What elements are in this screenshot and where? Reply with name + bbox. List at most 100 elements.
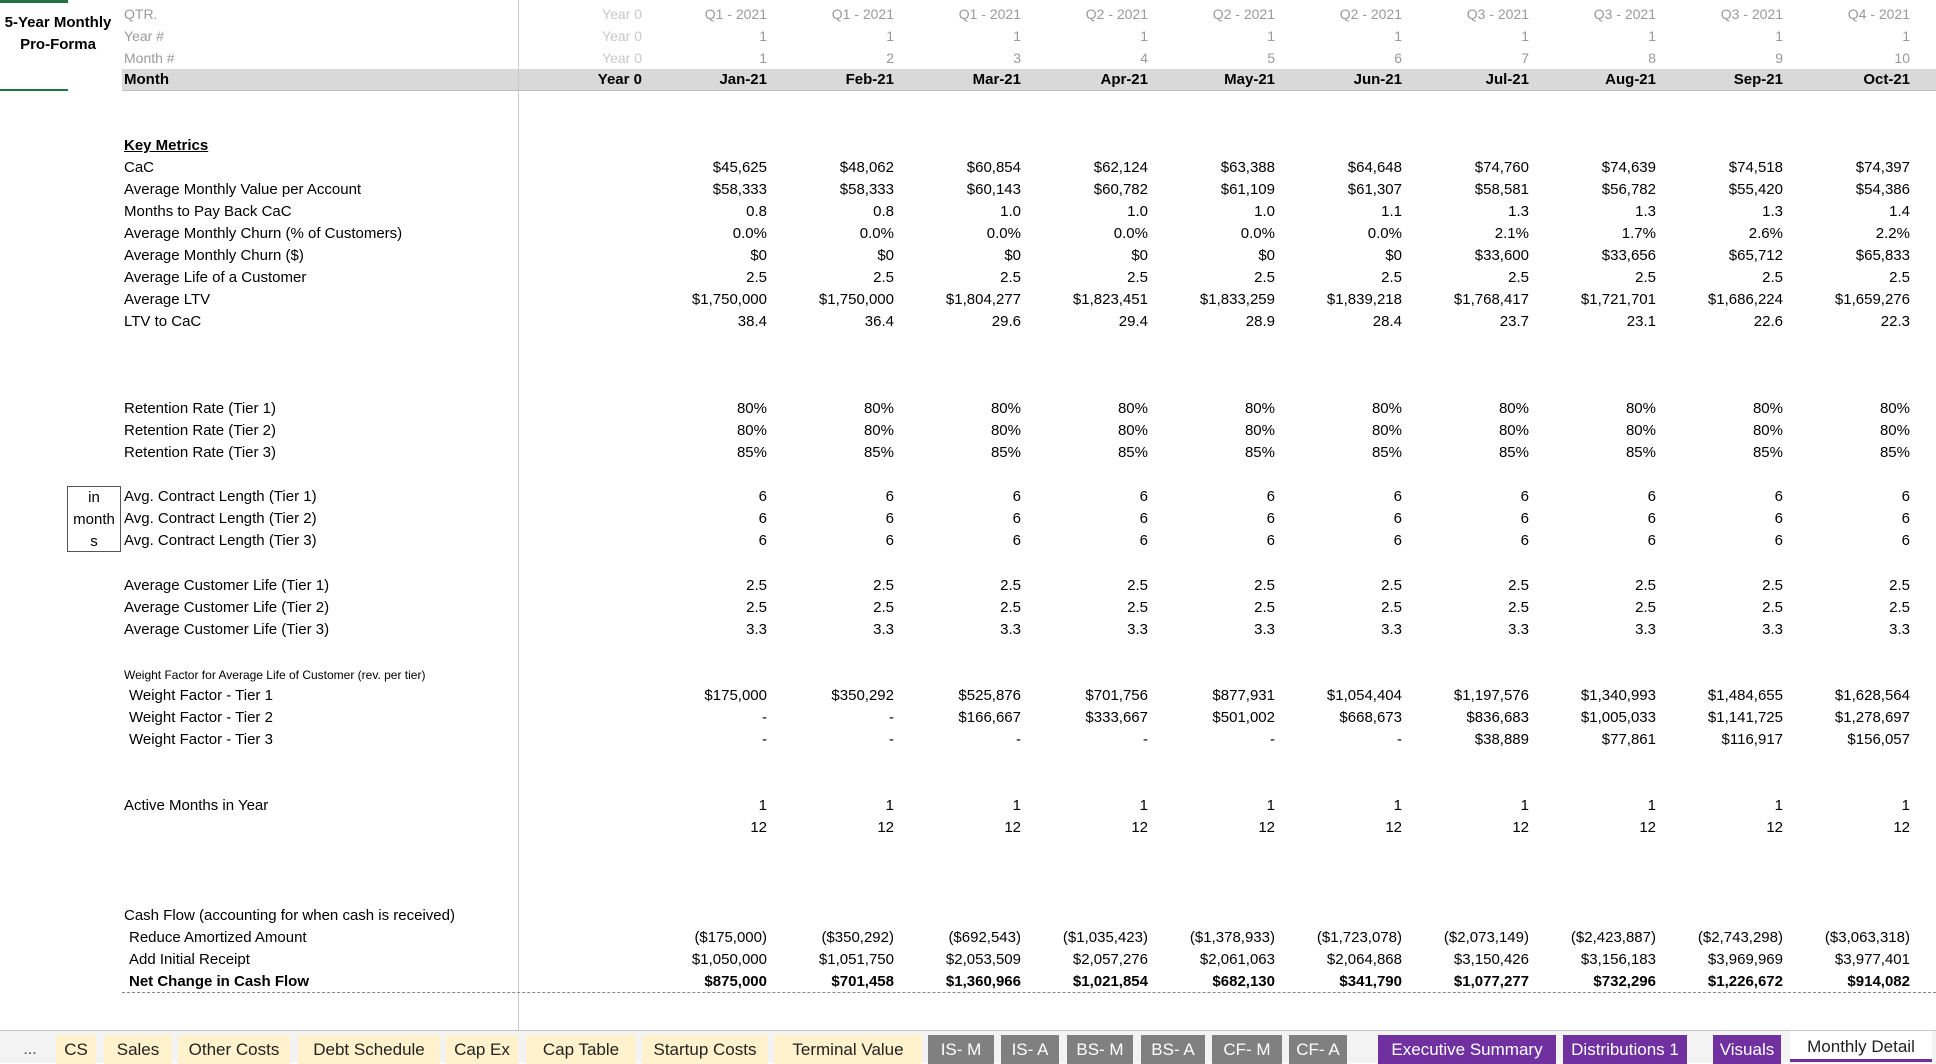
data-cell[interactable]: 1.0 — [1000, 203, 1021, 220]
row-label[interactable]: Weight Factor - Tier 2 — [129, 709, 273, 726]
data-cell[interactable]: $74,639 — [1601, 159, 1656, 176]
data-cell[interactable]: 6 — [1012, 488, 1021, 505]
row-label[interactable]: Add Initial Receipt — [129, 951, 250, 968]
data-cell[interactable]: 6 — [1139, 532, 1148, 549]
data-cell[interactable]: $1,628,564 — [1834, 687, 1910, 704]
sheet-tab-distributions-1[interactable]: Distributions 1 — [1563, 1035, 1687, 1064]
data-cell[interactable]: - — [1270, 731, 1275, 748]
data-cell[interactable]: 2.5 — [1635, 577, 1656, 594]
data-cell[interactable]: 2.2% — [1875, 225, 1910, 242]
spreadsheet-grid[interactable]: 5-Year Monthly Pro-Forma in month s QTR.… — [0, 0, 1936, 1030]
data-cell[interactable]: $156,057 — [1847, 731, 1910, 748]
data-cell[interactable]: 6 — [1901, 488, 1910, 505]
row-label[interactable]: Retention Rate (Tier 2) — [124, 422, 277, 439]
header-cell[interactable]: Q1 - 2021 — [958, 6, 1021, 22]
data-cell[interactable]: 6 — [1647, 510, 1656, 527]
data-cell[interactable]: $1,050,000 — [691, 951, 767, 968]
row-label[interactable]: Avg. Contract Length (Tier 1) — [124, 488, 317, 505]
data-cell[interactable]: 1 — [1901, 797, 1910, 814]
row-label[interactable]: Retention Rate (Tier 3) — [124, 444, 277, 461]
data-cell[interactable]: 28.9 — [1245, 313, 1275, 330]
data-cell[interactable]: $1,823,451 — [1072, 291, 1148, 308]
data-cell[interactable]: 80% — [1244, 400, 1275, 417]
data-cell[interactable]: ($1,723,078) — [1316, 929, 1402, 946]
sheet-tab-cs[interactable]: CS — [56, 1035, 96, 1064]
data-cell[interactable]: 0.0% — [1367, 225, 1402, 242]
row-label[interactable]: Average Monthly Value per Account — [124, 181, 362, 198]
data-cell[interactable]: 2.5 — [873, 599, 894, 616]
data-cell[interactable]: 80% — [1244, 422, 1275, 439]
month-header-cell[interactable]: Sep-21 — [1733, 71, 1783, 88]
row-label[interactable]: Avg. Contract Length (Tier 3) — [124, 532, 317, 549]
data-cell[interactable]: 1.0 — [1127, 203, 1148, 220]
data-cell[interactable]: 6 — [885, 510, 894, 527]
data-cell[interactable]: 0.0% — [1113, 225, 1148, 242]
data-cell[interactable]: $1,721,701 — [1580, 291, 1656, 308]
data-cell[interactable]: 12 — [1512, 819, 1529, 836]
data-cell[interactable]: 2.5 — [1254, 269, 1275, 286]
header-cell[interactable]: 1 — [1013, 28, 1021, 44]
month-header-cell[interactable]: Apr-21 — [1100, 71, 1148, 88]
data-cell[interactable]: $58,581 — [1474, 181, 1529, 198]
data-cell[interactable]: 6 — [1012, 510, 1021, 527]
cash-flow-heading[interactable]: Cash Flow (accounting for when cash is r… — [124, 907, 455, 924]
data-cell[interactable]: 85% — [736, 444, 767, 461]
data-cell[interactable]: 29.6 — [991, 313, 1021, 330]
data-cell[interactable]: 6 — [1266, 488, 1275, 505]
data-cell[interactable]: 1 — [1393, 797, 1402, 814]
header-cell[interactable]: 1 — [886, 28, 894, 44]
data-cell[interactable]: 80% — [1117, 400, 1148, 417]
data-cell[interactable]: $2,053,509 — [945, 951, 1021, 968]
data-cell[interactable]: 1.0 — [1254, 203, 1275, 220]
data-cell[interactable]: 6 — [1774, 532, 1783, 549]
data-cell[interactable]: $2,057,276 — [1072, 951, 1148, 968]
data-cell[interactable]: $1,278,697 — [1834, 709, 1910, 726]
data-cell[interactable]: 2.5 — [746, 577, 767, 594]
data-cell[interactable]: 6 — [885, 532, 894, 549]
data-cell[interactable]: 6 — [1139, 510, 1148, 527]
data-cell[interactable]: $501,002 — [1212, 709, 1275, 726]
data-cell[interactable]: 0.0% — [732, 225, 767, 242]
sheet-tab-monthly-detail[interactable]: Monthly Detail — [1790, 1031, 1932, 1062]
data-cell[interactable]: - — [762, 731, 767, 748]
data-cell[interactable]: 3.3 — [1254, 621, 1275, 638]
data-cell[interactable]: 2.5 — [1381, 599, 1402, 616]
data-cell[interactable]: 1 — [1139, 797, 1148, 814]
net-change-cell[interactable]: $341,790 — [1339, 973, 1402, 990]
row-label[interactable]: Retention Rate (Tier 1) — [124, 400, 277, 417]
data-cell[interactable]: $0 — [1385, 247, 1402, 264]
month-header-cell[interactable]: Year 0 — [597, 71, 642, 88]
data-cell[interactable]: ($1,378,933) — [1189, 929, 1275, 946]
data-cell[interactable]: 2.5 — [1508, 599, 1529, 616]
month-header-cell[interactable]: May-21 — [1224, 71, 1275, 88]
data-cell[interactable]: $38,889 — [1474, 731, 1529, 748]
sheet-tab-cf-a[interactable]: CF- A — [1289, 1035, 1347, 1064]
data-cell[interactable]: 2.5 — [1508, 577, 1529, 594]
data-cell[interactable]: 80% — [1752, 400, 1783, 417]
data-cell[interactable]: - — [889, 731, 894, 748]
header-cell[interactable]: 7 — [1521, 50, 1529, 66]
data-cell[interactable]: 12 — [1766, 819, 1783, 836]
data-cell[interactable]: $65,712 — [1728, 247, 1783, 264]
data-cell[interactable]: 6 — [1520, 488, 1529, 505]
header-cell[interactable]: 1 — [1775, 28, 1783, 44]
data-cell[interactable]: 2.5 — [1889, 599, 1910, 616]
data-cell[interactable]: 1 — [885, 797, 894, 814]
data-cell[interactable]: ($2,423,887) — [1570, 929, 1656, 946]
sheet-tab-cap-table[interactable]: Cap Table — [526, 1035, 636, 1064]
data-cell[interactable]: 2.5 — [746, 599, 767, 616]
month-row-label[interactable]: Month — [124, 71, 169, 88]
data-cell[interactable]: $836,683 — [1466, 709, 1529, 726]
data-cell[interactable]: 2.5 — [1127, 269, 1148, 286]
data-cell[interactable]: 80% — [1625, 422, 1656, 439]
header-cell[interactable]: Q1 - 2021 — [704, 6, 767, 22]
data-cell[interactable]: $63,388 — [1220, 159, 1275, 176]
data-cell[interactable]: $2,064,868 — [1326, 951, 1402, 968]
data-cell[interactable]: 2.5 — [1254, 577, 1275, 594]
data-cell[interactable]: ($175,000) — [694, 929, 767, 946]
data-cell[interactable]: 85% — [1117, 444, 1148, 461]
data-cell[interactable]: 0.8 — [873, 203, 894, 220]
row-label[interactable]: Months to Pay Back CaC — [124, 203, 292, 220]
net-change-label[interactable]: Net Change in Cash Flow — [129, 973, 310, 990]
header-cell[interactable]: Q3 - 2021 — [1720, 6, 1783, 22]
